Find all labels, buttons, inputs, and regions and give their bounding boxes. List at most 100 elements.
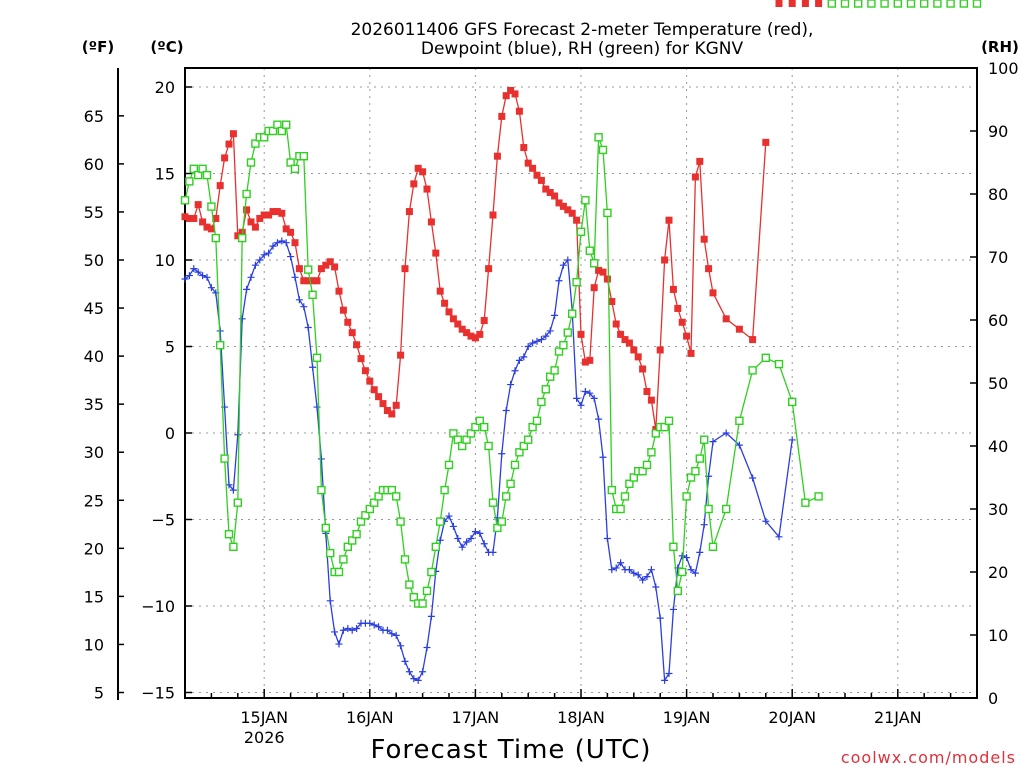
- rh-point: [304, 265, 313, 274]
- rh-point: [365, 504, 374, 514]
- rh-point: [735, 416, 744, 425]
- temperature-point: [735, 325, 743, 333]
- dewpoint-point: [581, 387, 589, 395]
- temperature-point: [449, 315, 457, 323]
- rh-tick-label: 50: [988, 374, 1008, 393]
- rh-point: [854, 0, 863, 8]
- temperature-point: [608, 298, 616, 306]
- f-tick-label: 55: [84, 203, 104, 222]
- temperature-point: [300, 277, 308, 285]
- rh-point: [581, 196, 590, 205]
- series-2: [180, 0, 982, 608]
- dewpoint-point: [722, 429, 730, 437]
- f-tick-label: 5: [94, 684, 104, 703]
- rh-point: [620, 492, 630, 501]
- rh-point: [625, 479, 634, 488]
- dewpoint-point: [669, 605, 677, 613]
- dewpoint-point: [647, 566, 655, 574]
- temperature-point: [322, 261, 330, 269]
- temperature-point: [749, 336, 757, 344]
- dewpoint-point: [665, 669, 673, 677]
- rh-point: [370, 498, 379, 507]
- dewpoint-point: [735, 441, 743, 449]
- rh-point: [466, 429, 476, 438]
- celsius-axis: 20 15 10 5 0 −5 −10 −15: [141, 78, 192, 703]
- dewpoint-point: [309, 363, 317, 371]
- temperature-point: [705, 265, 713, 273]
- temperature-point: [410, 180, 418, 188]
- dewpoint-point: [511, 367, 519, 375]
- rh-point: [576, 227, 586, 237]
- c-tick-label: 20: [155, 78, 175, 97]
- dewpoint-point: [463, 538, 471, 546]
- temperature-point: [454, 320, 462, 328]
- rh-point: [361, 511, 370, 520]
- rh-tick-label: 70: [988, 248, 1008, 267]
- temperature-point: [617, 330, 625, 338]
- dewpoint-point: [489, 548, 497, 556]
- temperature-point: [656, 346, 664, 354]
- temperature-point: [335, 287, 343, 295]
- dewpoint-point: [467, 535, 475, 543]
- rh-tick-label: 10: [988, 626, 1008, 645]
- dewpoint-point: [652, 583, 660, 591]
- rh-point: [678, 567, 687, 577]
- dewpoint-point: [269, 242, 277, 250]
- rh-point: [427, 567, 436, 577]
- rh-point: [277, 126, 286, 136]
- dewpoint-point: [401, 657, 409, 665]
- dewpoint-point: [331, 628, 339, 636]
- f-tick-label: 25: [84, 491, 104, 510]
- rh-point: [788, 397, 797, 407]
- temperature-point: [815, 0, 823, 7]
- dewpoint-point: [388, 630, 396, 638]
- x-tick-label: 20JAN: [768, 708, 816, 727]
- temperature-point: [546, 189, 554, 197]
- temperature-point: [471, 334, 479, 342]
- rh-point: [563, 328, 572, 337]
- dewpoint-point: [537, 336, 545, 344]
- dewpoint-point: [634, 571, 642, 579]
- dewpoint-point: [762, 517, 770, 525]
- rh-point: [286, 158, 295, 167]
- temperature-point: [498, 112, 506, 120]
- x-tick-label: 19JAN: [663, 708, 711, 727]
- rh-point: [840, 0, 850, 8]
- rh-point: [334, 567, 344, 577]
- dewpoint-point: [471, 528, 479, 536]
- rh-point: [462, 435, 471, 444]
- temperature-point: [502, 92, 510, 100]
- temperature-point: [317, 265, 325, 273]
- series-1: [182, 237, 796, 684]
- grid: [185, 68, 977, 698]
- temperature-point: [625, 339, 633, 347]
- rh-point: [207, 202, 216, 211]
- dewpoint-point: [326, 597, 334, 605]
- temperature-point: [366, 377, 374, 385]
- dewpoint-point: [683, 554, 691, 562]
- dewpoint-point: [185, 272, 193, 280]
- rh-point: [343, 542, 352, 551]
- rh-point: [519, 441, 528, 451]
- temperature-point: [295, 265, 303, 273]
- rh-point: [180, 196, 190, 205]
- temperature-point: [282, 225, 290, 233]
- rh-point: [198, 164, 207, 174]
- rh-point: [594, 133, 603, 142]
- rh-point: [484, 441, 493, 451]
- dewpoint-point: [243, 285, 251, 293]
- rh-point: [959, 0, 968, 8]
- rh-point: [260, 133, 269, 142]
- rh-point: [510, 460, 520, 470]
- dewpoint-point: [630, 569, 638, 577]
- dewpoint-point: [577, 401, 585, 409]
- rh-point: [603, 208, 612, 218]
- temperature-point: [247, 218, 255, 226]
- dewpoint-point: [392, 631, 400, 639]
- temperature-point: [669, 285, 677, 293]
- temperature-point: [212, 214, 220, 222]
- dewpoint-point: [313, 403, 321, 411]
- dewpoint-point: [317, 455, 325, 463]
- temperature-point: [542, 185, 550, 193]
- dewpoint-point: [449, 522, 457, 530]
